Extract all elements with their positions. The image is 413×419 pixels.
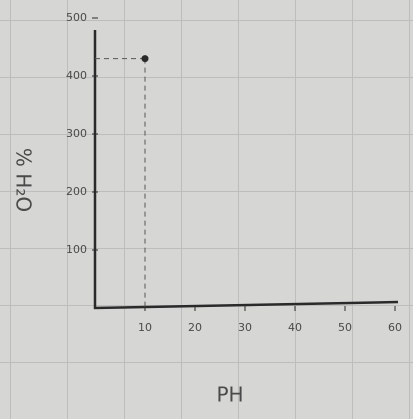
page: {"chart_data": {"type": "scatter", "x_la…	[0, 0, 413, 419]
chart: PH % H₂O 100 200 300 400 500 10 20 30 40 50 60	[0, 0, 413, 419]
y-tick-label: 400	[66, 69, 87, 82]
x-tick-label: 30	[238, 321, 252, 334]
x-tick-label: 40	[288, 321, 302, 334]
y-tick-label: 100	[66, 243, 87, 256]
y-tick-label: 500	[66, 11, 87, 24]
x-axis-label: PH	[216, 383, 243, 407]
x-tick-label: 10	[138, 321, 152, 334]
x-axis	[94, 302, 398, 308]
point	[142, 55, 149, 62]
x-tick-label: 50	[338, 321, 352, 334]
x-tick-label: 60	[388, 321, 402, 334]
y-tick-label: 200	[66, 185, 87, 198]
y-tick-label: 300	[66, 127, 87, 140]
x-tick-label: 20	[188, 321, 202, 334]
y-axis-label: % H₂O	[12, 148, 36, 212]
